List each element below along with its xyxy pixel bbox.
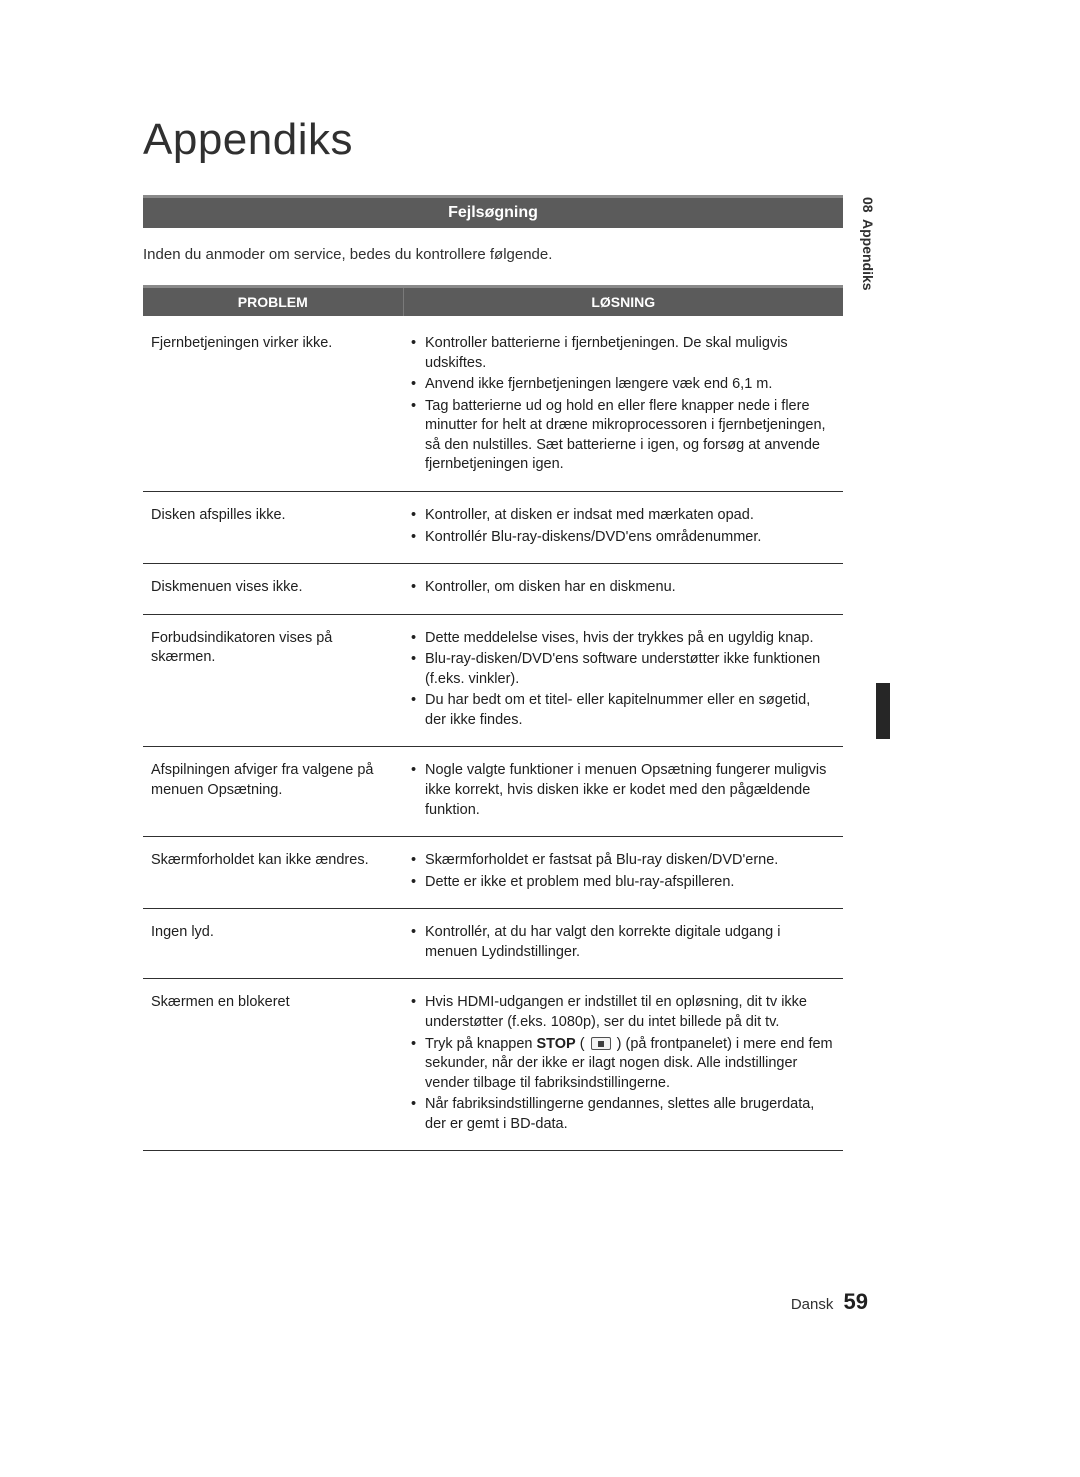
solution-item: Kontrollér Blu-ray-diskens/DVD'ens områd…: [411, 528, 835, 548]
solution-cell: Hvis HDMI-udgangen er indstillet til en …: [403, 979, 843, 1151]
footer-page-number: 59: [844, 1289, 868, 1314]
side-tab-label: Appendiks: [860, 219, 876, 291]
problem-cell: Skærmforholdet kan ikke ændres.: [143, 837, 403, 909]
column-header-problem: PROBLEM: [143, 287, 403, 317]
problem-cell: Ingen lyd.: [143, 909, 403, 979]
table-row: Ingen lyd.Kontrollér, at du har valgt de…: [143, 909, 843, 979]
solution-list: Dette meddelelse vises, hvis der trykkes…: [411, 629, 835, 731]
solution-item: Tryk på knappen STOP ( ) (på frontpanele…: [411, 1035, 835, 1094]
column-header-solution: LØSNING: [403, 287, 843, 317]
problem-cell: Afspilningen afviger fra valgene på menu…: [143, 747, 403, 837]
problem-cell: Fjernbetjeningen virker ikke.: [143, 316, 403, 491]
page-footer: Dansk 59: [791, 1289, 868, 1315]
solution-cell: Dette meddelelse vises, hvis der trykkes…: [403, 614, 843, 747]
solution-cell: Kontroller, at disken er indsat med mærk…: [403, 491, 843, 563]
solution-item: Kontroller batterierne i fjernbetjeninge…: [411, 334, 835, 373]
solution-list: Kontrollér, at du har valgt den korrekte…: [411, 923, 835, 962]
solution-item: Skærmforholdet er fastsat på Blu-ray dis…: [411, 851, 835, 871]
solution-item: Tag batterierne ud og hold en eller fler…: [411, 397, 835, 475]
solution-item: Kontroller, om disken har en diskmenu.: [411, 578, 835, 598]
solution-cell: Skærmforholdet er fastsat på Blu-ray dis…: [403, 837, 843, 909]
problem-cell: Disken afspilles ikke.: [143, 491, 403, 563]
solution-list: Skærmforholdet er fastsat på Blu-ray dis…: [411, 851, 835, 892]
solution-item: Når fabriksindstillingerne gendannes, sl…: [411, 1095, 835, 1134]
stop-icon: [591, 1037, 611, 1050]
solution-item: Dette meddelelse vises, hvis der trykkes…: [411, 629, 835, 649]
bold-label: STOP: [537, 1036, 576, 1052]
solution-list: Kontroller, om disken har en diskmenu.: [411, 578, 835, 598]
solution-item: Kontrollér, at du har valgt den korrekte…: [411, 923, 835, 962]
solution-list: Kontroller, at disken er indsat med mærk…: [411, 506, 835, 547]
solution-cell: Kontroller, om disken har en diskmenu.: [403, 564, 843, 615]
solution-item: Du har bedt om et titel- eller kapitelnu…: [411, 691, 835, 730]
table-row: Fjernbetjeningen virker ikke.Kontroller …: [143, 316, 843, 491]
intro-text: Inden du anmoder om service, bedes du ko…: [143, 246, 843, 263]
solution-item: Nogle valgte funktioner i menuen Opsætni…: [411, 761, 835, 820]
side-tab-number: 08: [860, 197, 876, 213]
solution-list: Kontroller batterierne i fjernbetjeninge…: [411, 334, 835, 475]
table-row: Skærmforholdet kan ikke ændres. Skærmforh…: [143, 837, 843, 909]
footer-language: Dansk: [791, 1296, 834, 1313]
table-row: Diskmenuen vises ikke. Kontroller, om dis…: [143, 564, 843, 615]
solution-item: Kontroller, at disken er indsat med mærk…: [411, 506, 835, 526]
troubleshooting-table: PROBLEM LØSNING Fjernbetjeningen virker …: [143, 285, 843, 1151]
solution-item: Anvend ikke fjernbetjeningen længere væk…: [411, 375, 835, 395]
table-row: Afspilningen afviger fra valgene på menu…: [143, 747, 843, 837]
side-tab: 08 Appendiks: [860, 197, 890, 290]
table-row: Disken afspilles ikke. Kontroller, at dis…: [143, 491, 843, 563]
problem-cell: Skærmen en blokeret: [143, 979, 403, 1151]
solution-item: Blu-ray-disken/DVD'ens software understø…: [411, 650, 835, 689]
solution-item: Dette er ikke et problem med blu-ray-afs…: [411, 873, 835, 893]
section-header: Fejlsøgning: [143, 195, 843, 228]
page-title: Appendiks: [143, 115, 843, 165]
side-bar-marker: [876, 683, 890, 739]
table-row: Forbudsindikatoren vises på skærmen. Dett…: [143, 614, 843, 747]
solution-list: Nogle valgte funktioner i menuen Opsætni…: [411, 761, 835, 820]
solution-list: Hvis HDMI-udgangen er indstillet til en …: [411, 993, 835, 1134]
table-row: Skærmen en blokeretHvis HDMI-udgangen er…: [143, 979, 843, 1151]
solution-cell: Nogle valgte funktioner i menuen Opsætni…: [403, 747, 843, 837]
solution-item: Hvis HDMI-udgangen er indstillet til en …: [411, 993, 835, 1032]
solution-cell: Kontrollér, at du har valgt den korrekte…: [403, 909, 843, 979]
problem-cell: Forbudsindikatoren vises på skærmen.: [143, 614, 403, 747]
solution-cell: Kontroller batterierne i fjernbetjeninge…: [403, 316, 843, 491]
problem-cell: Diskmenuen vises ikke.: [143, 564, 403, 615]
